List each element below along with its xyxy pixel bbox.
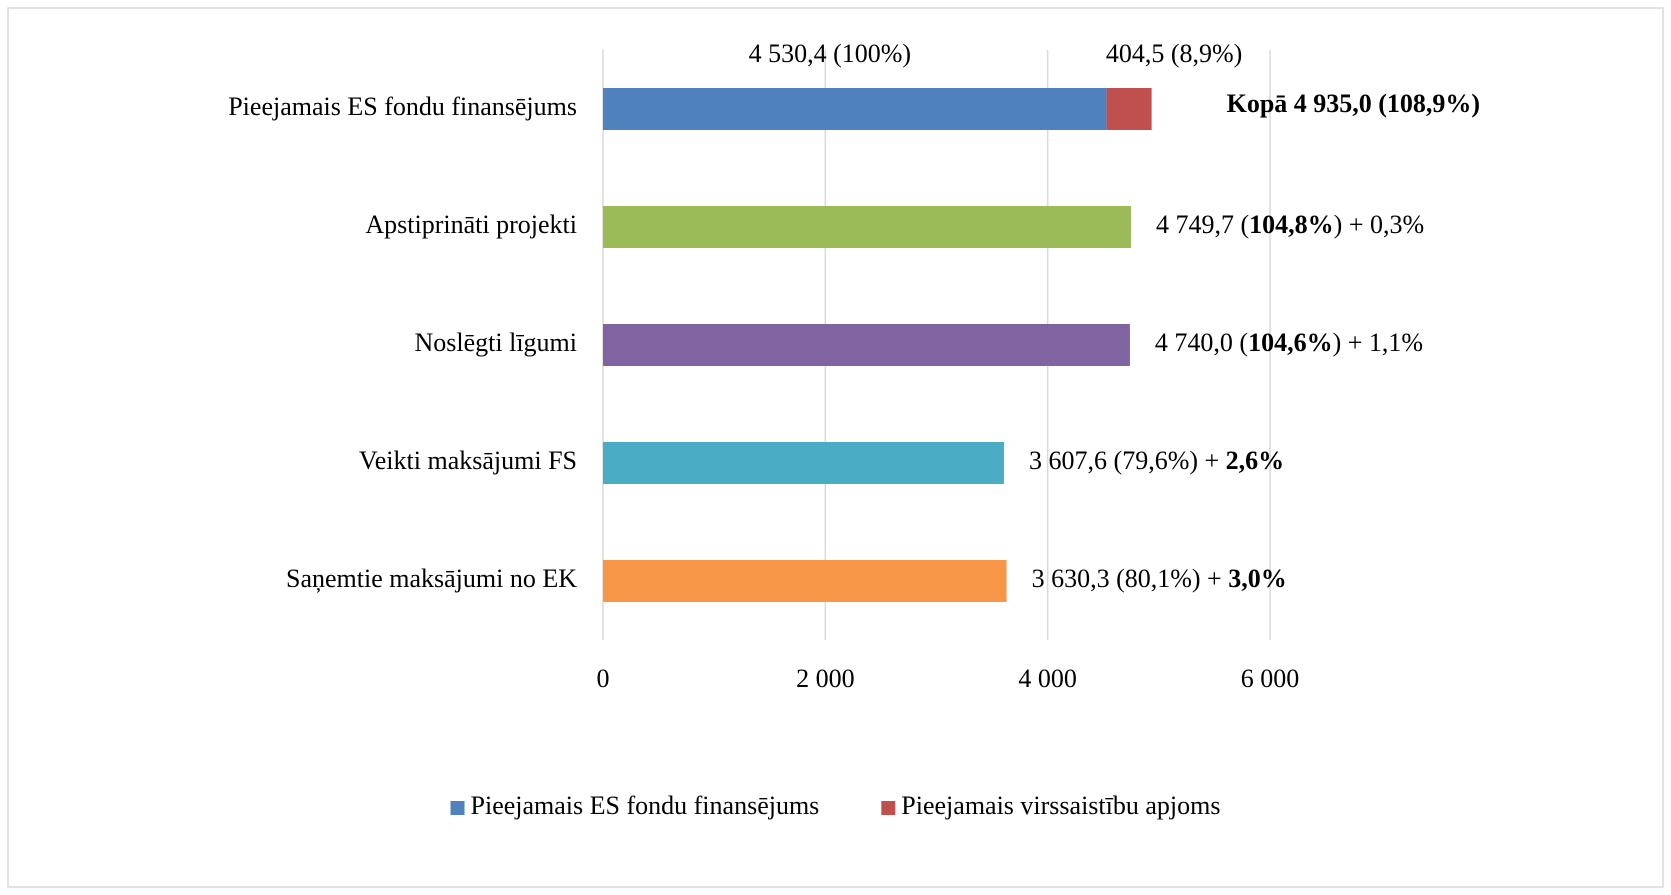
x-tick-label: 4 000 xyxy=(1018,664,1077,693)
x-tick-label: 2 000 xyxy=(796,664,855,693)
bar xyxy=(1106,88,1152,130)
legend-label: Pieejamais ES fondu finansējums xyxy=(471,791,820,820)
legend-label: Pieejamais virssaistību apjoms xyxy=(901,791,1220,820)
legend-swatch xyxy=(450,801,465,815)
label-part: ) + 1,1% xyxy=(1333,328,1423,357)
data-label: 4 749,7 (104,8%) + 0,3% xyxy=(1156,210,1424,239)
bar xyxy=(603,88,1107,130)
y-tick-label: Saņemtie maksājumi no EK xyxy=(286,564,577,593)
label-part: 404,5 (8,9%) xyxy=(1106,39,1242,68)
y-tick-label: Veikti maksājumi FS xyxy=(359,446,577,475)
label-part: 3 607,6 (79,6%) + xyxy=(1029,446,1226,475)
bar xyxy=(603,206,1132,248)
x-tick-label: 0 xyxy=(597,664,610,693)
legend-swatch xyxy=(881,801,896,815)
data-label: 4 530,4 (100%) xyxy=(749,39,911,68)
bar xyxy=(603,560,1007,602)
y-tick-label: Noslēgti līgumi xyxy=(415,328,578,357)
label-part: 4 749,7 ( xyxy=(1156,210,1249,239)
data-label: 404,5 (8,9%) xyxy=(1106,39,1242,68)
bar xyxy=(603,442,1005,484)
label-part: 3,0% xyxy=(1228,564,1287,593)
data-label: 4 740,0 (104,6%) + 1,1% xyxy=(1155,328,1423,357)
data-label: 3 607,6 (79,6%) + 2,6% xyxy=(1029,446,1284,475)
label-part: 104,8% xyxy=(1249,210,1334,239)
data-label: 3 630,3 (80,1%) + 3,0% xyxy=(1032,564,1287,593)
x-tick-label: 6 000 xyxy=(1241,664,1300,693)
label-part: 3 630,3 (80,1%) + xyxy=(1032,564,1229,593)
label-part: 2,6% xyxy=(1226,446,1285,475)
bar xyxy=(603,324,1130,366)
label-part: 4 740,0 ( xyxy=(1155,328,1248,357)
annotation: Kopā 4 935,0 (108,9%) xyxy=(1227,89,1481,118)
label-part: 104,6% xyxy=(1248,328,1333,357)
y-tick-label: Pieejamais ES fondu finansējums xyxy=(228,92,577,121)
label-part: 4 530,4 (100%) xyxy=(749,39,911,68)
label-part: ) + 0,3% xyxy=(1334,210,1424,239)
y-tick-label: Apstiprināti projekti xyxy=(365,210,577,239)
